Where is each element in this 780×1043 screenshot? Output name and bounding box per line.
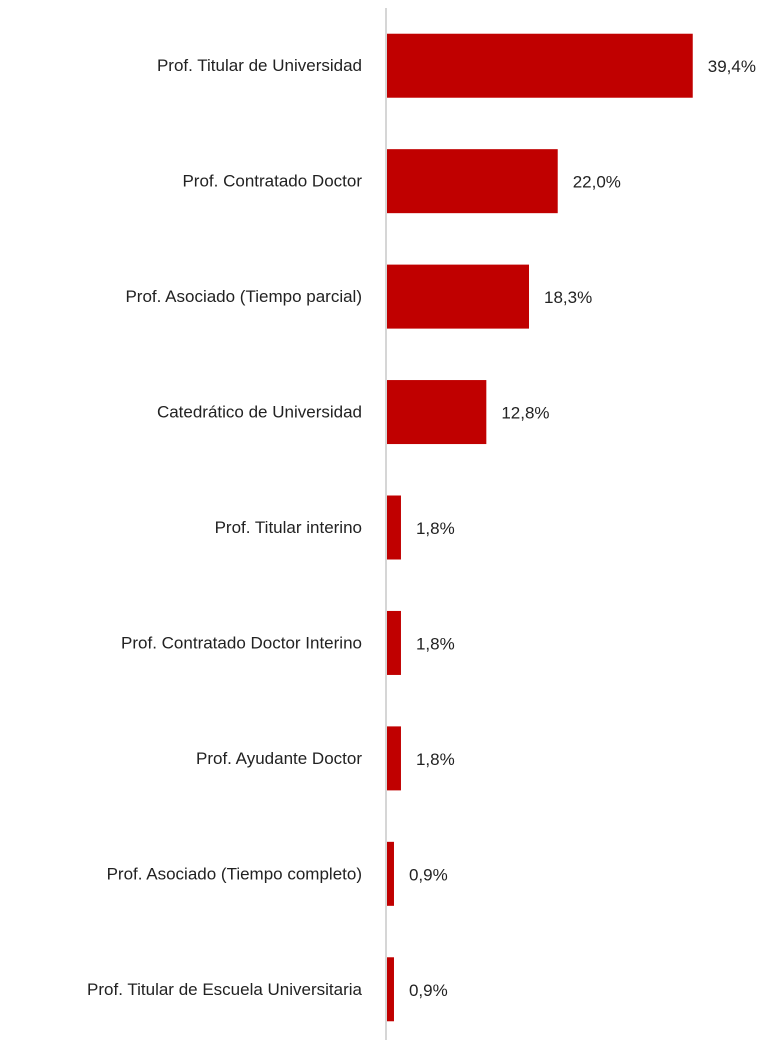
category-label: Prof. Asociado (Tiempo completo) (107, 864, 362, 883)
bar (387, 264, 530, 329)
category-label: Prof. Titular de Universidad (157, 56, 362, 75)
value-label: 1,8% (416, 750, 455, 769)
category-label: Prof. Titular de Escuela Universitaria (87, 980, 362, 999)
value-label: 1,8% (416, 519, 455, 538)
category-label: Catedrático de Universidad (157, 403, 362, 422)
value-label: 22,0% (573, 173, 621, 192)
bar (387, 957, 394, 1022)
bar (387, 610, 401, 675)
bar (387, 726, 401, 791)
value-label: 1,8% (416, 634, 455, 653)
value-label: 39,4% (708, 57, 756, 76)
bar (387, 841, 394, 906)
value-label: 0,9% (409, 865, 448, 884)
bar (387, 495, 401, 560)
value-label: 12,8% (501, 404, 549, 423)
category-label: Prof. Contratado Doctor Interino (121, 633, 362, 652)
value-label: 0,9% (409, 981, 448, 1000)
category-label: Prof. Titular interino (215, 518, 362, 537)
category-label: Prof. Ayudante Doctor (196, 749, 362, 768)
value-label: 18,3% (544, 288, 592, 307)
bar (387, 380, 487, 445)
bar (387, 149, 558, 214)
category-label: Prof. Contratado Doctor (182, 172, 362, 191)
category-label: Prof. Asociado (Tiempo parcial) (125, 287, 362, 306)
bar (387, 33, 693, 98)
